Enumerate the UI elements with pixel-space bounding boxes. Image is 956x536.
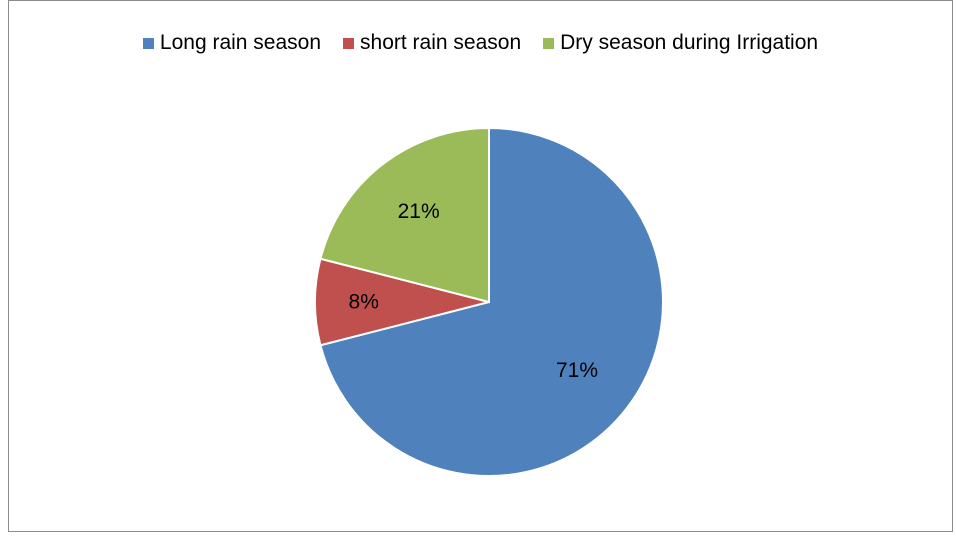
legend-label-dry-season: Dry season during Irrigation — [560, 31, 819, 54]
pie-slices — [314, 126, 664, 477]
data-label-long-rain: 71% — [556, 359, 598, 382]
legend-item-long-rain: Long rain season — [142, 31, 322, 55]
legend-swatch-long-rain — [142, 37, 154, 49]
pie-labels: 71% 8% 21% — [349, 200, 598, 382]
pie-slice-long-rain — [319, 126, 664, 477]
legend: Long rain season short rain season Dry s… — [9, 31, 952, 55]
legend-swatch-short-rain — [343, 37, 355, 49]
data-label-short-rain: 8% — [349, 291, 379, 314]
pie-chart: 71% 8% 21% — [314, 126, 664, 477]
legend-label-short-rain: short rain season — [360, 31, 522, 54]
legend-item-short-rain: short rain season — [343, 31, 521, 55]
legend-swatch-dry-season — [543, 37, 555, 49]
legend-item-dry-season: Dry season during Irrigation — [543, 31, 818, 55]
chart-frame: Long rain season short rain season Dry s… — [8, 0, 953, 532]
legend-label-long-rain: Long rain season — [159, 31, 322, 54]
data-label-dry-season: 21% — [398, 200, 440, 223]
pie-slice-dry-season — [319, 126, 490, 304]
